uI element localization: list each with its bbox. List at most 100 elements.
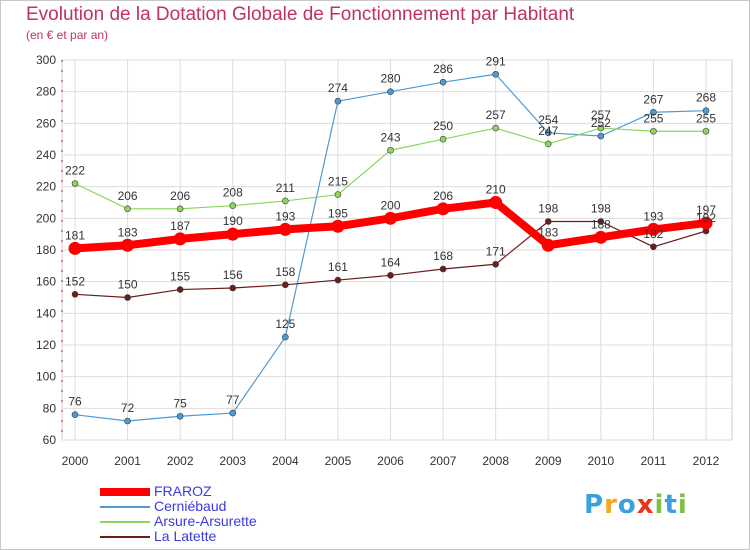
data-label: 155 xyxy=(170,270,190,284)
data-label: 247 xyxy=(538,124,558,138)
data-point xyxy=(384,211,397,225)
data-label: 222 xyxy=(65,164,85,178)
data-point xyxy=(124,205,131,213)
data-label: 76 xyxy=(68,395,82,409)
y-tick-label: 260 xyxy=(36,116,56,130)
y-tick-label: 300 xyxy=(36,53,56,67)
data-label: 171 xyxy=(486,244,506,258)
data-point xyxy=(229,284,237,292)
data-point xyxy=(439,78,447,86)
data-point xyxy=(702,107,710,114)
logo-letter: o xyxy=(617,490,637,520)
x-tick-label: 2011 xyxy=(641,454,667,468)
data-label: 161 xyxy=(328,260,348,274)
data-point xyxy=(597,124,605,132)
data-point xyxy=(387,88,394,95)
data-point xyxy=(282,197,289,205)
data-label: 198 xyxy=(538,202,558,216)
data-point xyxy=(68,241,82,255)
x-tick-label: 2004 xyxy=(272,454,299,468)
data-label: 208 xyxy=(223,186,243,200)
data-point xyxy=(387,146,394,154)
data-label: 211 xyxy=(276,181,295,195)
data-point xyxy=(71,180,79,187)
data-point xyxy=(124,417,131,425)
data-label: 75 xyxy=(173,396,187,410)
data-point xyxy=(176,205,184,213)
data-label: 152 xyxy=(65,274,85,288)
data-point xyxy=(650,243,657,251)
data-point xyxy=(71,411,79,418)
data-label: 267 xyxy=(643,92,663,106)
data-label: 183 xyxy=(538,225,558,239)
data-label: 255 xyxy=(643,111,663,125)
x-tick-label: 2008 xyxy=(482,454,509,468)
legend-swatch xyxy=(100,521,150,523)
data-label: 252 xyxy=(591,116,611,130)
data-point xyxy=(544,129,552,137)
data-point xyxy=(124,294,131,301)
data-point xyxy=(334,97,342,105)
data-label: 188 xyxy=(591,217,611,231)
data-point xyxy=(597,132,605,140)
data-label: 243 xyxy=(380,130,400,144)
x-tick-label: 2006 xyxy=(377,454,404,468)
data-label: 206 xyxy=(433,189,453,203)
data-label: 192 xyxy=(696,211,716,225)
data-point xyxy=(489,196,503,209)
legend-swatch xyxy=(100,488,150,496)
x-tick-label: 2007 xyxy=(430,454,457,468)
data-point xyxy=(544,140,552,148)
data-point xyxy=(334,191,342,198)
x-tick-label: 2002 xyxy=(167,454,194,468)
data-label: 181 xyxy=(65,228,85,242)
data-label: 257 xyxy=(591,108,611,122)
legend-label: La Latette xyxy=(154,528,217,544)
data-label: 193 xyxy=(643,209,663,223)
y-tick-label: 120 xyxy=(36,338,56,352)
data-point xyxy=(71,291,79,298)
data-point xyxy=(492,260,499,268)
data-label: 280 xyxy=(380,72,400,86)
data-label: 206 xyxy=(170,189,190,203)
data-label: 250 xyxy=(433,119,453,133)
legend-label: Arsure-Arsurette xyxy=(154,513,257,529)
data-label: 268 xyxy=(696,91,716,105)
data-label: 168 xyxy=(433,249,453,263)
y-tick-label: 60 xyxy=(43,433,57,447)
logo-letter: i xyxy=(677,490,688,520)
data-label: 193 xyxy=(275,209,295,223)
chart-subtitle: (en € et par an) xyxy=(26,28,109,42)
data-point xyxy=(282,281,289,289)
x-tick-label: 2009 xyxy=(535,454,562,468)
logo-letter: P xyxy=(584,490,605,520)
legend-swatch xyxy=(100,506,150,508)
data-point xyxy=(541,238,555,252)
data-label: 215 xyxy=(328,175,348,189)
chart-title: Evolution de la Dotation Globale de Fonc… xyxy=(26,4,575,25)
data-point xyxy=(492,70,499,78)
data-point xyxy=(650,127,657,135)
x-tick-label: 2000 xyxy=(62,454,89,468)
data-point xyxy=(544,218,552,225)
data-label: 150 xyxy=(118,278,138,292)
legend-label: FRAROZ xyxy=(154,483,212,499)
data-point xyxy=(439,265,447,273)
data-label: 210 xyxy=(486,183,506,197)
y-tick-label: 280 xyxy=(36,85,56,99)
data-label: 255 xyxy=(696,111,716,125)
data-point xyxy=(226,227,240,241)
data-label: 190 xyxy=(223,214,243,228)
y-tick-label: 220 xyxy=(36,180,56,194)
data-point xyxy=(278,222,292,236)
y-tick-label: 80 xyxy=(43,401,57,415)
data-label: 164 xyxy=(380,255,400,269)
data-point xyxy=(121,238,135,252)
data-point xyxy=(594,230,608,244)
data-label: 125 xyxy=(275,317,295,331)
data-label: 286 xyxy=(433,62,453,76)
data-label: 197 xyxy=(696,203,716,217)
x-tick-label: 2003 xyxy=(219,454,246,468)
data-point xyxy=(439,135,447,143)
legend-label: Cerniébaud xyxy=(154,498,227,514)
